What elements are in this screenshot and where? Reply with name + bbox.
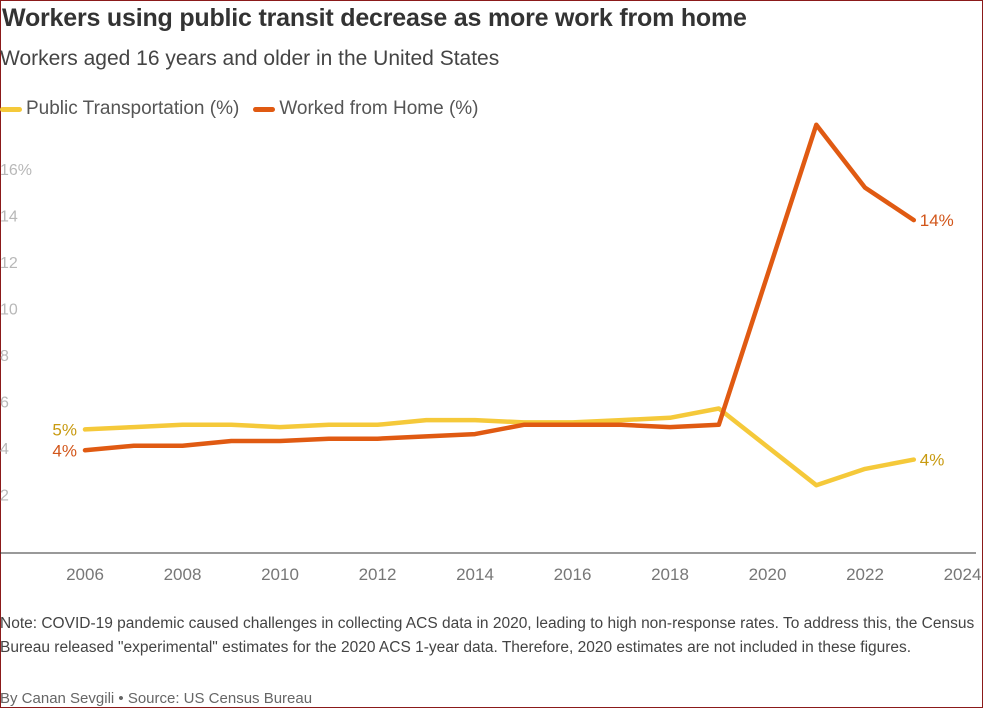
footnote: Note: COVID-19 pandemic caused challenge… [0, 615, 975, 656]
x-tick-label: 2020 [749, 565, 787, 584]
y-tick-label: 2 [0, 488, 9, 505]
x-tick-label: 2006 [66, 565, 104, 584]
x-tick-label: 2008 [164, 565, 202, 584]
x-tick-label: 2016 [554, 565, 592, 584]
y-tick-label: 14 [0, 209, 18, 226]
x-tick-label: 2024 [944, 565, 982, 584]
start-label-public-transportation: 5% [52, 420, 77, 439]
legend-item-public-transportation: Public Transportation (%) [0, 98, 239, 120]
legend-item-worked-from-home: Worked from Home (%) [253, 98, 479, 120]
legend-swatch-public-transportation [0, 106, 22, 112]
y-tick-label: 8 [0, 348, 9, 365]
start-label-worked-from-home: 4% [52, 441, 77, 460]
x-tick-label: 2018 [651, 565, 689, 584]
y-tick-label: 10 [0, 302, 18, 319]
y-tick-label: 6 [0, 395, 9, 412]
byline: By Canan Sevgili • Source: US Census Bur… [0, 690, 313, 707]
x-tick-label: 2014 [456, 565, 494, 584]
legend-label-worked-from-home: Worked from Home (%) [279, 98, 479, 119]
end-label-public-transportation: 4% [920, 451, 945, 470]
legend: Public Transportation (%) Worked from Ho… [0, 96, 493, 122]
line-chart: 2 4 6 8 10 12 14 16% 2006 2008 2010 2012 2014 2016 201… [0, 122, 982, 584]
x-tick-label: 2022 [846, 565, 884, 584]
x-tick-label: 2010 [261, 565, 299, 584]
series-line-worked-from-home [82, 122, 917, 453]
y-tick-label: 16% [0, 162, 32, 179]
x-tick-label: 2012 [359, 565, 397, 584]
y-tick-label: 12 [0, 255, 18, 272]
end-label-worked-from-home: 14% [920, 211, 954, 230]
y-tick-label: 4 [0, 441, 9, 458]
legend-label-public-transportation: Public Transportation (%) [26, 98, 240, 119]
series-line-public-transportation [82, 406, 917, 488]
legend-swatch-worked-from-home [253, 106, 276, 112]
chart-title: Workers using public transit decrease as… [2, 4, 747, 32]
chart-subtitle: Workers aged 16 years and older in the U… [0, 47, 500, 70]
